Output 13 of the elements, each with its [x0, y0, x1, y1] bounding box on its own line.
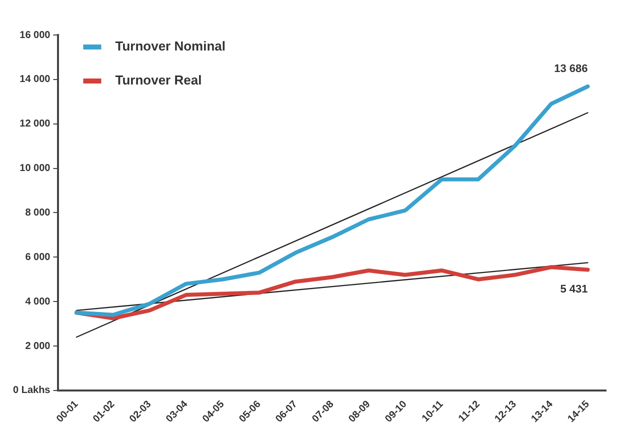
y-tick-label: 6 000: [25, 252, 51, 263]
legend-label: Turnover Real: [115, 72, 202, 88]
y-tick-label: 14 000: [20, 74, 51, 86]
y-tick-label: 16 000: [20, 30, 51, 41]
annotation: 13 686: [554, 62, 588, 75]
y-tick-label: 4 000: [25, 296, 51, 308]
annotation: 5 431: [560, 283, 588, 296]
legend-label: Turnover Nominal: [115, 38, 226, 54]
y-tick-label: 0 Lakhs: [12, 385, 51, 396]
y-tick-label: 8 000: [25, 207, 51, 218]
y-tick-label: 2 000: [25, 340, 51, 352]
y-tick-label: 10 000: [20, 163, 51, 174]
y-tick-label: 12 000: [20, 118, 51, 130]
